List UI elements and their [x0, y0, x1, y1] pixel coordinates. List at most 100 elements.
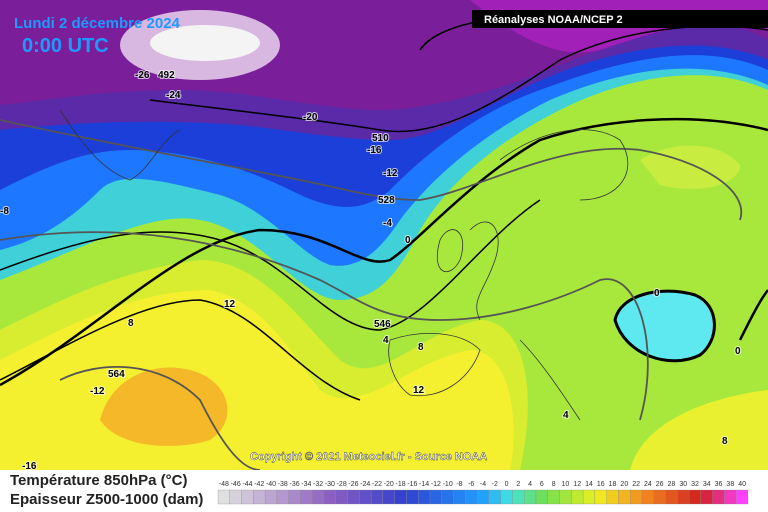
legend-title: Température 850hPa (°C) — [10, 472, 187, 489]
contour-label: 0 — [405, 235, 411, 246]
scale-label: 30 — [679, 481, 687, 488]
scale-cell — [441, 489, 454, 505]
scale-cell — [665, 489, 678, 505]
scale-cell — [700, 489, 713, 505]
orange-patch — [100, 367, 228, 446]
scale-label: 34 — [703, 481, 711, 488]
scale-cell — [712, 489, 725, 505]
yellow-right — [630, 390, 768, 470]
scale-label: 12 — [573, 481, 581, 488]
scale-label: -16 — [407, 481, 417, 488]
scale-cell — [488, 489, 501, 505]
contour-label: -16 — [22, 461, 37, 472]
scale-label: 2 — [516, 481, 520, 488]
contour-label: -20 — [303, 112, 318, 123]
scale-cell — [606, 489, 619, 505]
scale-label: 40 — [738, 481, 746, 488]
scale-cell — [217, 489, 230, 505]
contour-label: -24 — [166, 90, 181, 101]
scale-cell — [465, 489, 478, 505]
scale-label: 14 — [585, 481, 593, 488]
scale-label: -32 — [313, 481, 323, 488]
contour-label: -4 — [383, 218, 392, 229]
scale-label: -12 — [431, 481, 441, 488]
scale-label: -24 — [360, 481, 370, 488]
scale-cell — [394, 489, 407, 505]
scale-label: 16 — [597, 481, 605, 488]
scale-cell — [500, 489, 513, 505]
contour-label: 564 — [108, 369, 125, 380]
scale-label: -8 — [456, 481, 462, 488]
scale-label: -42 — [254, 481, 264, 488]
date: Lundi 2 décembre 2024 — [14, 15, 181, 32]
scale-label: 18 — [609, 481, 617, 488]
time: 0:00 UTC — [22, 35, 109, 57]
scale-cell — [323, 489, 336, 505]
scale-label: 32 — [691, 481, 699, 488]
scale-label: 24 — [644, 481, 652, 488]
scale-cell — [630, 489, 643, 505]
scale-label: 20 — [620, 481, 628, 488]
yellow-green-patch — [640, 145, 740, 189]
coastlines — [59, 109, 629, 421]
scale-label: 10 — [562, 481, 570, 488]
scale-cell — [594, 489, 607, 505]
scale-cell — [535, 489, 548, 505]
scale-label: -2 — [492, 481, 498, 488]
scale-label: -14 — [419, 481, 429, 488]
scale-label: -40 — [266, 481, 276, 488]
source-box — [472, 10, 768, 28]
scale-cell — [641, 489, 654, 505]
scale-label: -30 — [325, 481, 335, 488]
legend-title: Epaisseur Z500-1000 (dam) — [10, 491, 203, 508]
scale-label: -48 — [219, 481, 229, 488]
scale-cell — [512, 489, 525, 505]
scale-cell — [453, 489, 466, 505]
scale-cell — [582, 489, 596, 505]
contour-label: 12 — [224, 299, 236, 310]
scale-label: -44 — [242, 481, 252, 488]
scale-cell — [300, 489, 313, 505]
scale-cell — [476, 489, 490, 505]
scale-cell — [429, 489, 442, 505]
scale-cell — [370, 489, 384, 505]
scale-cell — [571, 489, 584, 505]
scale-cell — [288, 489, 301, 505]
scale-cell — [736, 489, 749, 505]
scale-cell — [524, 489, 537, 505]
scale-label: 6 — [540, 481, 544, 488]
color-scale: -48 -46 -44 -42 -40 -38 -36 -34 -32 -30 -28 -26 -24-… — [217, 481, 749, 505]
scale-cell — [724, 489, 737, 505]
scale-label: -18 — [395, 481, 405, 488]
contour-label: 0 — [654, 288, 660, 299]
scale-cell — [359, 489, 372, 505]
scale-label: 0 — [505, 481, 509, 488]
scale-cell — [229, 489, 242, 505]
scale-cell — [241, 489, 254, 505]
zero-isotherm — [0, 117, 768, 387]
contour-label: -12 — [383, 168, 398, 179]
contour-label: -12 — [90, 386, 105, 397]
scale-label: -20 — [384, 481, 394, 488]
contour-label: 0 — [735, 346, 741, 357]
thickness-lines — [0, 119, 743, 471]
scale-cell — [406, 489, 419, 505]
scale-label: 28 — [668, 481, 676, 488]
scale-cell — [253, 489, 266, 505]
white-patch — [150, 25, 260, 61]
scale-cell — [688, 489, 702, 505]
scale-label: 4 — [528, 481, 532, 488]
scale-cell — [382, 489, 395, 505]
contour-label: 492 — [158, 70, 175, 81]
scale-label: -28 — [337, 481, 347, 488]
scale-label: 38 — [726, 481, 734, 488]
contour-label: 4 — [383, 335, 389, 346]
scale-cell — [547, 489, 560, 505]
contour-label: 510 — [372, 133, 389, 144]
scale-label: -36 — [289, 481, 299, 488]
contour-label: 546 — [374, 319, 391, 330]
source: Réanalyses NOAA/NCEP 2 — [484, 14, 623, 26]
